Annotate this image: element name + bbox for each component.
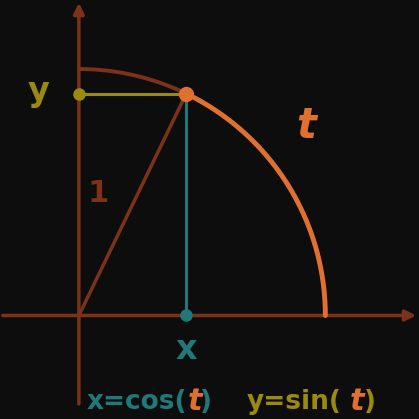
Text: ): ) [199,389,212,415]
Text: x=cos(: x=cos( [86,389,187,415]
Text: 1: 1 [88,179,109,208]
Text: ): ) [364,389,375,415]
Text: y: y [28,75,49,108]
Text: t: t [296,105,316,147]
Text: x: x [176,333,197,366]
Text: y=sin(: y=sin( [246,389,341,415]
Text: t: t [350,387,365,416]
Text: t: t [187,387,202,416]
